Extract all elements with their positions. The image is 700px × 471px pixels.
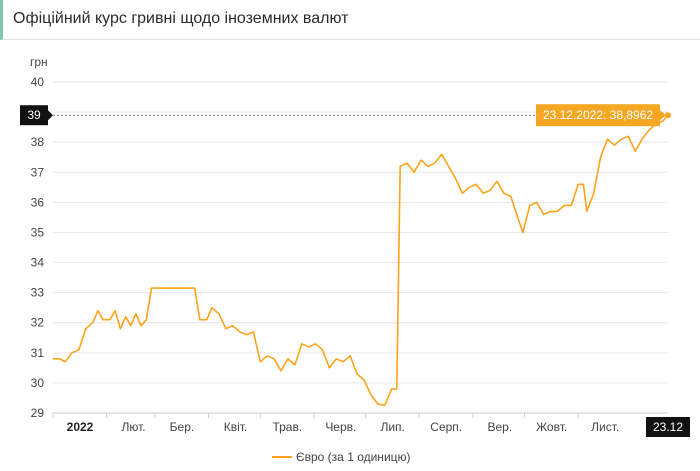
y-tick-label: 33 <box>31 286 45 300</box>
euro-rate-chart: грн 29 30 31 32 33 34 35 36 37 38 39 40 2022 Лют. Бер… <box>0 40 700 471</box>
y-tick-label: 40 <box>31 75 45 89</box>
x-tick-label: Лип. <box>380 420 404 434</box>
y-tick-label: 38 <box>31 135 45 149</box>
x-tick-label: 2022 <box>67 420 94 434</box>
x-tick-label: Квіт. <box>224 420 248 434</box>
chart-area: грн 29 30 31 32 33 34 35 36 37 38 39 40 2022 Лют. Бер… <box>0 40 700 471</box>
crosshair-markers: 39 23.12 23.12.2022: 38,8962 <box>20 104 690 437</box>
x-marker-label: 23.12 <box>653 420 683 434</box>
y-tick-label: 37 <box>31 165 45 179</box>
x-tick-label: Бер. <box>170 420 195 434</box>
y-marker-arrow <box>48 110 53 120</box>
y-tick-label: 35 <box>31 225 45 239</box>
x-tick-label: Серп. <box>430 420 462 434</box>
tooltip-text: 23.12.2022: 38,8962 <box>543 108 653 122</box>
grid-layer <box>53 82 668 413</box>
legend[interactable]: Євро (за 1 одиницю) <box>272 450 411 464</box>
y-axis-label: грн <box>30 55 48 69</box>
euro-series-line <box>53 115 668 405</box>
y-tick-label: 30 <box>31 376 45 390</box>
y-tick-label: 32 <box>31 316 45 330</box>
y-tick-label: 36 <box>31 195 45 209</box>
y-tick-label: 29 <box>31 406 45 420</box>
legend-label[interactable]: Євро (за 1 одиницю) <box>296 450 411 464</box>
chart-header: Офіційний курс гривні щодо іноземних вал… <box>0 0 700 40</box>
page-title: Офіційний курс гривні щодо іноземних вал… <box>13 10 348 28</box>
y-tick-label: 31 <box>31 346 45 360</box>
x-tick-label: Вер. <box>487 420 512 434</box>
x-tick-label: Черв. <box>325 420 356 434</box>
x-tick-label: Трав. <box>272 420 302 434</box>
x-tick-label: Лют. <box>121 420 145 434</box>
y-marker-label: 39 <box>27 108 41 122</box>
series-layer <box>53 115 668 405</box>
x-axis: 2022 Лют. Бер. Квіт. Трав. Черв. Лип. Серп. Вер.… <box>53 413 619 434</box>
y-tick-label: 34 <box>31 256 45 270</box>
x-tick-label: Жовт. <box>536 420 567 434</box>
x-tick-label: Лист. <box>591 420 619 434</box>
